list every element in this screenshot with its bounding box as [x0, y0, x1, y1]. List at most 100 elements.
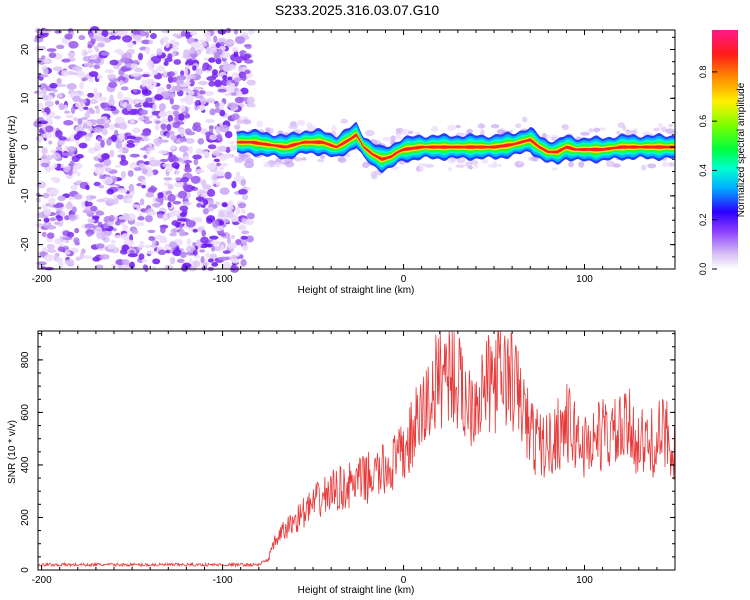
- noise-point: [107, 98, 115, 107]
- noise-point: [132, 127, 141, 134]
- snr-y-tick-label: 200: [20, 509, 31, 526]
- noise-point: [661, 161, 669, 168]
- noise-point: [169, 256, 176, 265]
- noise-point: [41, 28, 52, 34]
- noise-point: [42, 132, 53, 139]
- noise-point: [213, 52, 220, 60]
- noise-point: [490, 123, 500, 129]
- noise-point: [185, 245, 196, 253]
- noise-point: [99, 254, 110, 260]
- noise-point: [119, 159, 129, 166]
- noise-point: [194, 216, 203, 223]
- noise-point: [109, 35, 118, 40]
- noise-point: [183, 81, 192, 86]
- noise-point: [229, 140, 235, 145]
- noise-point: [235, 206, 241, 215]
- noise-point: [83, 51, 88, 56]
- noise-point: [145, 146, 156, 151]
- noise-point: [161, 90, 171, 98]
- noise-point: [137, 52, 144, 61]
- noise-point: [241, 230, 250, 235]
- noise-point: [668, 162, 675, 167]
- noise-point: [230, 216, 239, 222]
- noise-point: [119, 79, 124, 86]
- noise-point: [143, 137, 151, 142]
- noise-point: [92, 127, 103, 133]
- noise-point: [224, 153, 232, 159]
- noise-point: [84, 112, 91, 119]
- noise-point: [230, 234, 235, 240]
- noise-point: [192, 260, 201, 268]
- noise-point: [67, 51, 75, 59]
- noise-point: [73, 117, 79, 122]
- noise-point: [43, 208, 52, 216]
- noise-point: [281, 161, 291, 165]
- noise-point: [40, 74, 49, 78]
- noise-point: [522, 116, 528, 123]
- noise-point: [56, 83, 67, 88]
- noise-point: [100, 175, 106, 180]
- noise-point: [113, 234, 123, 239]
- noise-point: [199, 104, 206, 111]
- noise-point: [588, 128, 595, 133]
- noise-point: [188, 146, 193, 154]
- noise-point: [45, 125, 54, 133]
- noise-point: [125, 197, 133, 204]
- noise-point: [83, 62, 94, 68]
- noise-point: [145, 97, 153, 103]
- noise-point: [221, 202, 228, 208]
- colorbar: 0.0 0.2 0.4 0.6 0.8 Normalized spectral ampl…: [698, 30, 747, 275]
- spectrogram-x-tick-label: -100: [213, 274, 233, 285]
- noise-point: [180, 97, 186, 103]
- noise-point: [129, 261, 135, 269]
- noise-point: [234, 36, 246, 45]
- noise-point: [141, 89, 152, 96]
- noise-point: [337, 157, 347, 163]
- noise-point: [245, 218, 255, 226]
- noise-point: [160, 123, 167, 130]
- noise-point: [171, 50, 176, 57]
- noise-point: [531, 156, 539, 162]
- noise-point: [85, 184, 90, 191]
- noise-point: [132, 89, 138, 93]
- noise-point: [208, 57, 216, 63]
- noise-point: [134, 221, 145, 227]
- noise-point: [76, 130, 84, 139]
- noise-point: [109, 59, 119, 66]
- noise-point: [230, 242, 237, 248]
- noise-point: [132, 139, 141, 143]
- noise-point: [151, 169, 159, 175]
- noise-point: [447, 166, 453, 172]
- noise-point: [157, 249, 167, 256]
- noise-point: [192, 242, 197, 247]
- noise-point: [231, 113, 240, 120]
- noise-point: [214, 170, 225, 177]
- noise-point: [141, 258, 148, 263]
- spectrogram-y-tick-label: 10: [20, 92, 31, 104]
- noise-point: [186, 237, 192, 246]
- snr-x-label: Height of straight line (km): [298, 585, 415, 596]
- noise-point: [224, 92, 232, 97]
- noise-point: [166, 132, 171, 139]
- noise-point: [473, 164, 479, 169]
- noise-point: [219, 41, 226, 46]
- noise-point: [83, 106, 89, 110]
- noise-point: [154, 123, 160, 131]
- noise-point: [56, 78, 62, 85]
- snr-y-label: SNR (10 * v/v): [7, 420, 18, 484]
- noise-point: [64, 259, 75, 266]
- noise-point: [164, 57, 173, 63]
- noise-point: [246, 235, 254, 243]
- noise-point: [67, 146, 77, 153]
- noise-point: [200, 236, 209, 244]
- noise-point: [218, 101, 225, 110]
- noise-point: [212, 150, 221, 156]
- noise-point: [653, 127, 660, 132]
- noise-point: [447, 124, 457, 132]
- noise-point: [154, 235, 163, 240]
- noise-point: [126, 135, 137, 140]
- noise-point: [178, 145, 189, 153]
- colorbar-tick-label: 0.0: [698, 263, 708, 276]
- noise-point: [101, 153, 109, 160]
- spectrogram-x-tick-label: 0: [401, 274, 407, 285]
